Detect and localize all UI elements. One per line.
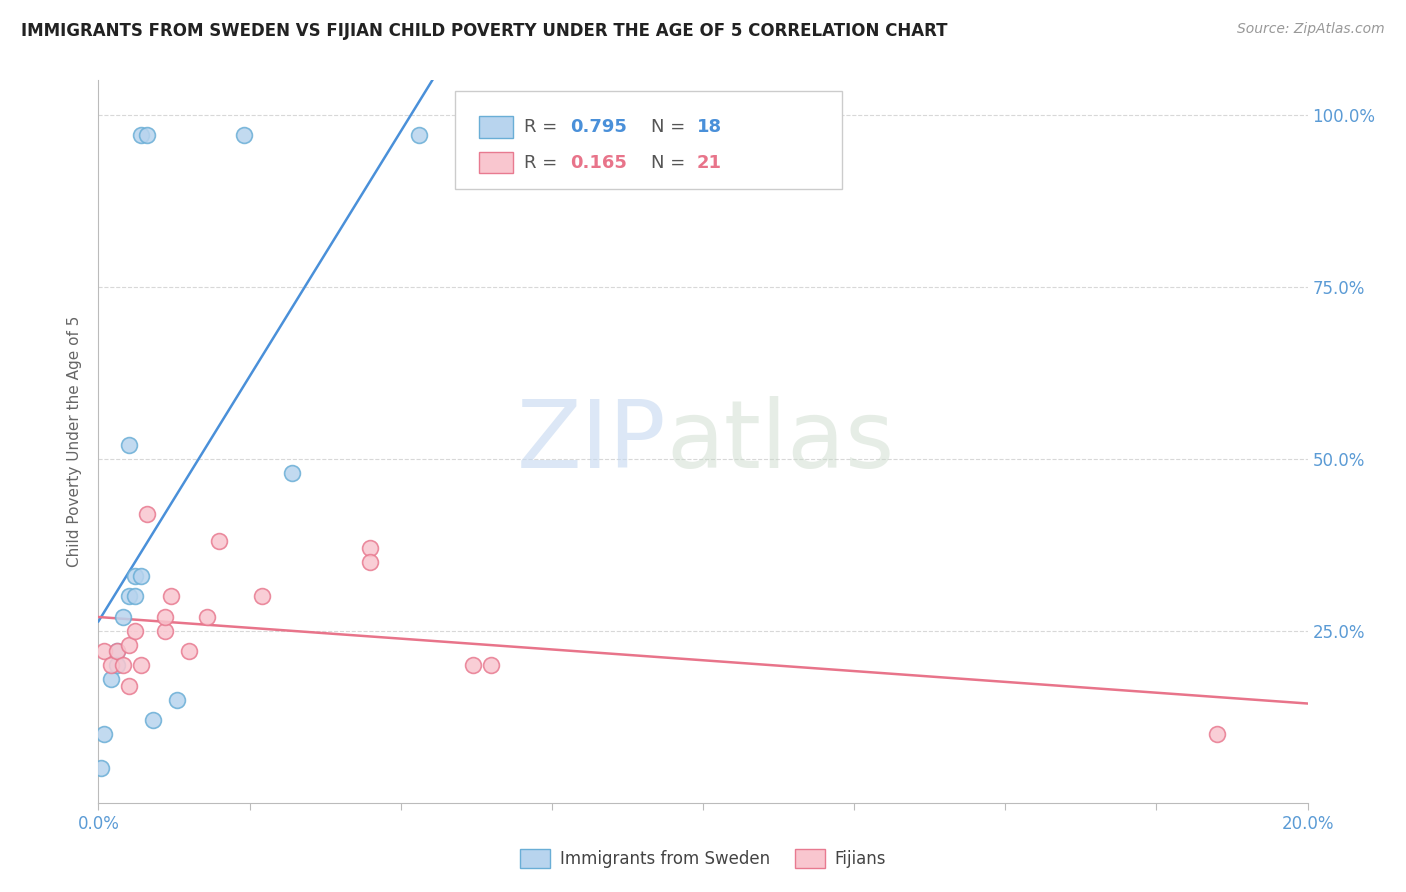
Text: R =: R = — [524, 153, 562, 171]
Point — [208, 534, 231, 549]
Text: 18: 18 — [697, 119, 723, 136]
FancyBboxPatch shape — [479, 152, 513, 173]
Point — [100, 672, 122, 686]
Text: ZIP: ZIP — [517, 395, 666, 488]
Point — [232, 128, 254, 143]
Point — [124, 568, 146, 582]
Text: R =: R = — [524, 119, 562, 136]
Point — [105, 658, 128, 673]
Point — [195, 610, 218, 624]
Point — [129, 128, 152, 143]
Point — [142, 713, 165, 727]
Point — [129, 658, 152, 673]
Text: Source: ZipAtlas.com: Source: ZipAtlas.com — [1237, 22, 1385, 37]
Point — [105, 644, 128, 658]
Text: N =: N = — [651, 119, 690, 136]
Point — [135, 507, 157, 521]
Point — [93, 727, 115, 741]
Point — [250, 590, 273, 604]
Point — [93, 644, 115, 658]
Point — [481, 658, 503, 673]
Y-axis label: Child Poverty Under the Age of 5: Child Poverty Under the Age of 5 — [67, 316, 83, 567]
Point — [463, 658, 485, 673]
Point — [105, 644, 128, 658]
Text: 21: 21 — [697, 153, 721, 171]
Point — [124, 624, 146, 638]
Point — [179, 644, 201, 658]
Point — [129, 568, 152, 582]
Text: N =: N = — [651, 153, 690, 171]
Point — [90, 761, 112, 775]
Text: 0.165: 0.165 — [569, 153, 627, 171]
Point — [408, 128, 430, 143]
Point — [166, 692, 188, 706]
Point — [160, 590, 183, 604]
Point — [111, 610, 134, 624]
Text: 0.795: 0.795 — [569, 119, 627, 136]
Point — [111, 658, 134, 673]
Point — [360, 555, 382, 569]
FancyBboxPatch shape — [456, 91, 842, 189]
Point — [118, 438, 141, 452]
Point — [118, 679, 141, 693]
Legend: Immigrants from Sweden, Fijians: Immigrants from Sweden, Fijians — [513, 842, 893, 875]
Point — [118, 638, 141, 652]
Point — [100, 658, 122, 673]
Point — [153, 624, 176, 638]
Text: IMMIGRANTS FROM SWEDEN VS FIJIAN CHILD POVERTY UNDER THE AGE OF 5 CORRELATION CH: IMMIGRANTS FROM SWEDEN VS FIJIAN CHILD P… — [21, 22, 948, 40]
Text: atlas: atlas — [666, 395, 896, 488]
Point — [124, 590, 146, 604]
Point — [135, 128, 157, 143]
Point — [281, 466, 304, 480]
Point — [118, 590, 141, 604]
Point — [360, 541, 382, 556]
Point — [1206, 727, 1229, 741]
Point — [153, 610, 176, 624]
FancyBboxPatch shape — [479, 117, 513, 138]
